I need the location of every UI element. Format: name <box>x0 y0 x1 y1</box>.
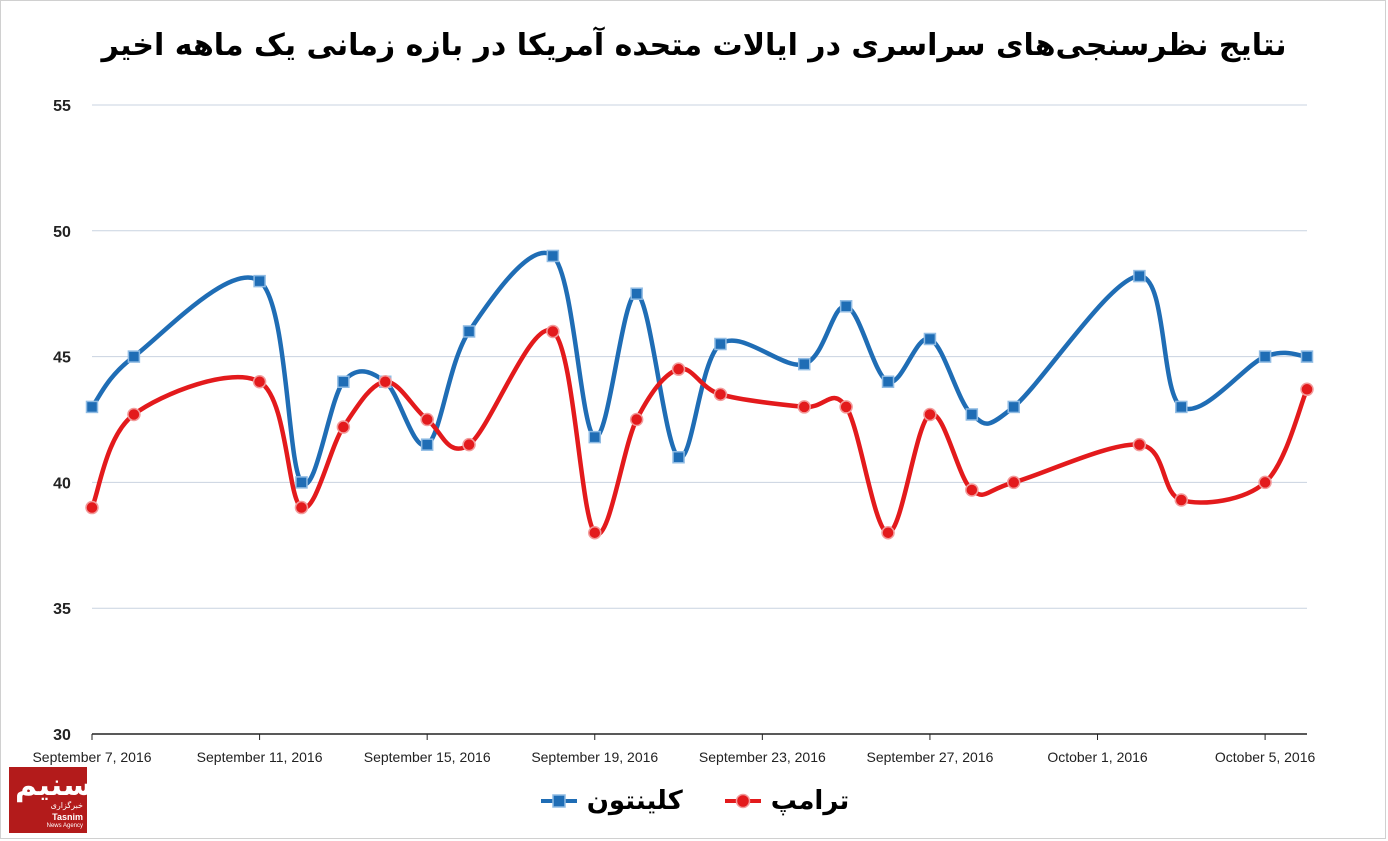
data-point-square <box>420 438 434 451</box>
data-point-circle <box>546 324 560 339</box>
data-point-circle <box>797 400 811 414</box>
data-point-circle <box>252 375 267 389</box>
x-tick-label: October 1, 2016 <box>1047 749 1148 765</box>
data-point-circle <box>1132 437 1147 452</box>
y-tick-label: 55 <box>53 98 71 115</box>
y-tick-label: 40 <box>53 475 71 492</box>
x-tick-label: September 27, 2016 <box>866 749 993 765</box>
series-line-0 <box>89 250 1310 487</box>
data-point-circle <box>1006 475 1021 490</box>
data-point-square <box>714 337 727 351</box>
legend-clinton-swatch <box>540 794 577 808</box>
data-point-square <box>1258 350 1272 363</box>
data-point-square <box>588 430 602 444</box>
legend-item-clinton: کلینتون <box>539 786 683 816</box>
data-point-circle <box>462 437 476 452</box>
legend-trump-swatch <box>724 793 761 809</box>
data-point-circle <box>671 362 686 376</box>
logo-mark: تسنیم <box>15 768 87 803</box>
x-tick-label: September 19, 2016 <box>531 749 658 765</box>
logo-line2: Tasnim <box>52 812 83 822</box>
legend-label-trump: ترامپ <box>770 786 850 816</box>
data-point-circle <box>1300 382 1314 397</box>
x-tick-label: October 5, 2016 <box>1215 749 1316 765</box>
x-tick-label: September 15, 2016 <box>364 749 491 765</box>
data-point-circle <box>923 407 937 422</box>
data-point-circle <box>336 420 351 434</box>
x-tick-label: September 7, 2016 <box>32 749 151 765</box>
y-tick-label: 50 <box>53 224 71 241</box>
data-point-square <box>923 332 937 346</box>
data-point-circle <box>629 412 644 427</box>
data-point-square <box>672 450 685 464</box>
data-point-square <box>85 400 99 414</box>
y-tick-label: 35 <box>53 601 71 618</box>
data-point-circle <box>839 400 853 414</box>
x-tick-label: September 23, 2016 <box>699 749 826 765</box>
data-point-circle <box>881 525 895 540</box>
data-point-square <box>127 350 141 363</box>
logo-line1: خبرگزاری <box>50 801 83 810</box>
data-point-circle <box>588 525 602 540</box>
data-point-circle <box>1258 475 1272 490</box>
data-point-square <box>337 375 350 389</box>
data-point-square <box>797 357 811 371</box>
data-point-circle <box>378 375 393 389</box>
data-point-circle <box>420 412 434 427</box>
legend: کلینتون ترامپ <box>0 786 1388 816</box>
data-point-square <box>839 300 853 313</box>
data-point-square <box>1175 400 1188 414</box>
chart-title: نتایج نظرسنجی‌های سراسری در ایالات متحده… <box>101 28 1287 63</box>
legend-item-trump: ترامپ <box>723 786 849 816</box>
x-tick-label: September 11, 2016 <box>197 749 323 765</box>
data-point-square <box>1300 350 1314 363</box>
y-tick-label: 45 <box>53 350 71 367</box>
series-line-1 <box>89 327 1310 537</box>
legend-label-clinton: کلینتون <box>586 786 683 816</box>
data-point-square <box>881 375 895 389</box>
data-point-square <box>1007 400 1020 414</box>
data-point-square <box>1133 269 1146 283</box>
data-point-square <box>965 408 979 421</box>
data-point-circle <box>1174 493 1189 507</box>
data-point-circle <box>85 500 99 515</box>
data-point-square <box>462 325 476 338</box>
data-point-square <box>546 249 560 263</box>
data-point-circle <box>713 387 728 402</box>
data-point-square <box>295 476 308 489</box>
data-point-circle <box>294 500 309 515</box>
tasnim-logo: تسنیم خبرگزاری Tasnim News Agency <box>9 767 87 833</box>
data-point-circle <box>127 407 141 422</box>
y-tick-label: 30 <box>53 727 71 744</box>
logo-line3: News Agency <box>46 823 83 829</box>
data-point-circle <box>965 483 979 497</box>
data-point-square <box>630 287 643 300</box>
data-point-square <box>253 274 266 288</box>
